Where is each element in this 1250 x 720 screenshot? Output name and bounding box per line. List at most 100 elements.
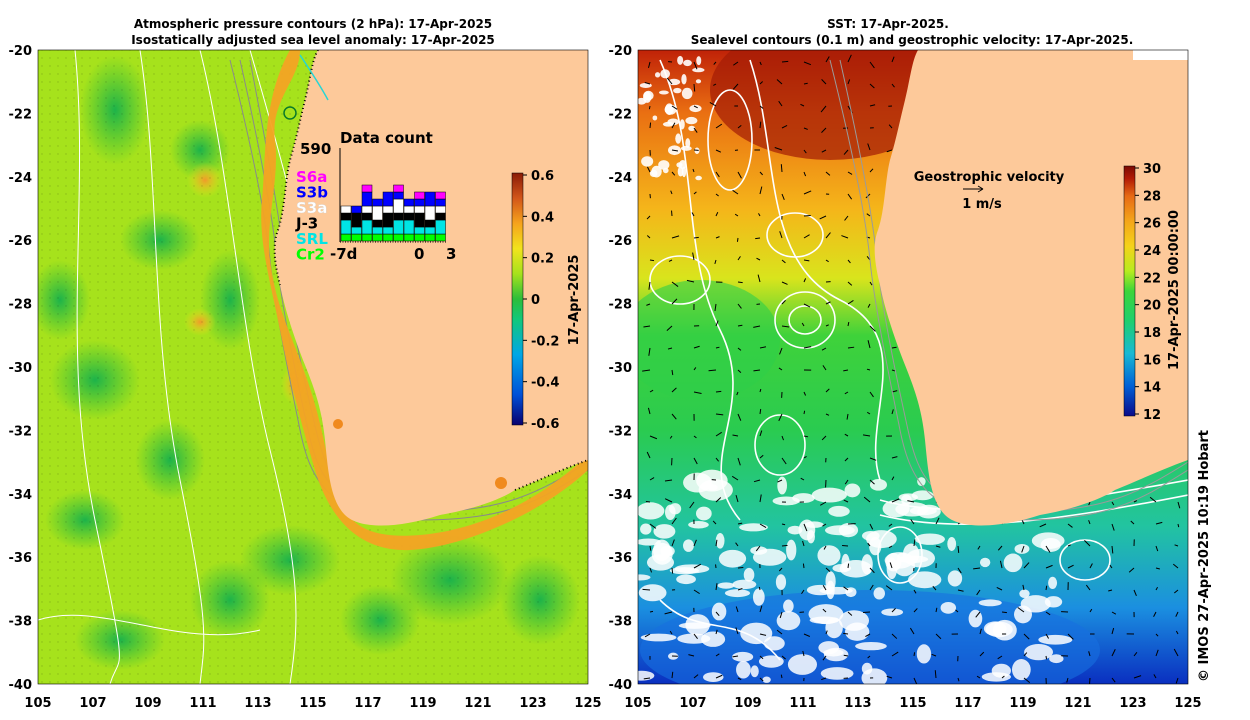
right-map-cloud [845,622,870,641]
velocity-arrow [689,501,695,509]
velocity-arrow [715,583,718,591]
right-map-cloud [752,588,765,606]
velocity-arrow [669,435,673,439]
velocity-arrow [736,391,739,396]
left-map-orange-marker-2 [495,477,507,489]
right-map-cloud [758,655,784,668]
velocity-arrow [891,456,898,459]
left-lat-tick: -36 [9,551,33,566]
right-map-cloud [724,589,751,598]
velocity-arrow [781,544,788,547]
velocity-arrow [957,589,964,592]
velocity-arrow [1045,655,1048,660]
data-count-bar-segment [414,205,425,214]
velocity-arrow [715,497,722,503]
velocity-arrow [781,124,788,129]
velocity-arrow [648,347,651,356]
velocity-arrow [825,388,830,393]
left-lon-tick: 121 [464,696,491,711]
velocity-arrow [1089,677,1091,684]
right-lat-tick: -38 [609,615,633,630]
left-map-pressure-contours [38,50,321,684]
velocity-arrow [753,325,761,328]
left-lat-tick: -22 [9,107,33,122]
right-map-cloud [711,602,727,621]
velocity-arrow [714,259,717,265]
velocity-arrow [756,257,761,261]
right-map-cloud [1003,553,1023,573]
right-colorbar-tick-label: 24 [1143,244,1161,259]
velocity-arrow [686,279,695,283]
velocity-arrow [822,523,827,527]
velocity-arrow [825,171,831,176]
velocity-arrow [843,369,849,372]
velocity-arrow [648,105,651,110]
right-colorbar-tick-label: 12 [1143,408,1161,423]
velocity-arrow [821,127,827,133]
left-lon-tick: 125 [574,696,601,711]
velocity-arrow [735,627,739,635]
left-lat-tick: -32 [9,424,33,439]
data-count-bar-segment [382,191,394,207]
left-lat-tick: -38 [9,615,33,630]
right-map-cloud [638,574,651,581]
right-map-cloud [701,631,726,647]
right-lon-tick: 117 [954,696,981,711]
velocity-arrow [737,457,741,466]
velocity-arrow [715,539,718,547]
velocity-arrow [671,387,677,393]
velocity-arrow [709,102,717,107]
velocity-arrow [913,608,918,613]
velocity-arrow [671,149,679,152]
velocity-arrow [780,164,783,173]
velocity-arrow [715,413,724,416]
left-colorbar-tick-label: 0.2 [531,252,554,267]
velocity-legend-arrowhead-icon [977,185,984,193]
velocity-arrow [822,585,827,591]
velocity-arrow [671,122,676,129]
data-count-bar-segment [340,205,352,214]
velocity-arrow [647,166,651,173]
data-count-bar-segment [393,212,404,221]
velocity-arrow [886,149,893,153]
data-count-xlabel-zero: 0 [414,245,424,263]
velocity-arrow [715,236,720,239]
right-map-cloud [677,55,684,65]
right-map-cloud [1019,589,1030,598]
velocity-arrow [913,539,916,547]
right-map-cloud [676,574,696,585]
velocity-arrow [1017,607,1025,613]
velocity-arrow [647,407,651,415]
data-count-bar-segment [382,226,394,235]
right-map-land [874,50,1188,526]
velocity-arrow [759,430,763,437]
velocity-arrow [778,367,783,371]
velocity-arrow [778,100,783,107]
data-count-legend-entry: S6a [296,168,327,186]
velocity-arrow [732,655,739,658]
velocity-arrow [758,586,761,591]
velocity-arrow [819,215,827,220]
left-lon-tick: 119 [409,696,436,711]
velocity-arrow [803,455,807,459]
velocity-arrow [759,523,767,528]
velocity-arrow [888,545,893,549]
left-lat-tick: -26 [9,234,33,249]
velocity-arrow [869,584,874,591]
velocity-legend-scale: 1 m/s [962,197,1002,212]
data-count-bar-segment [340,233,352,242]
velocity-arrow [934,670,937,679]
velocity-arrow [847,193,853,200]
right-map-cloud [886,557,898,580]
left-lon-tick: 111 [189,696,216,711]
data-count-bar-segment [361,219,373,235]
right-map-cloud [739,523,768,532]
velocity-arrow [1153,611,1157,617]
right-map-cloud [809,616,840,624]
right-map-warm-core [710,50,950,160]
velocity-arrow [737,303,742,309]
velocity-arrow [693,563,702,569]
velocity-arrow [821,79,827,85]
velocity-arrow [759,81,764,85]
